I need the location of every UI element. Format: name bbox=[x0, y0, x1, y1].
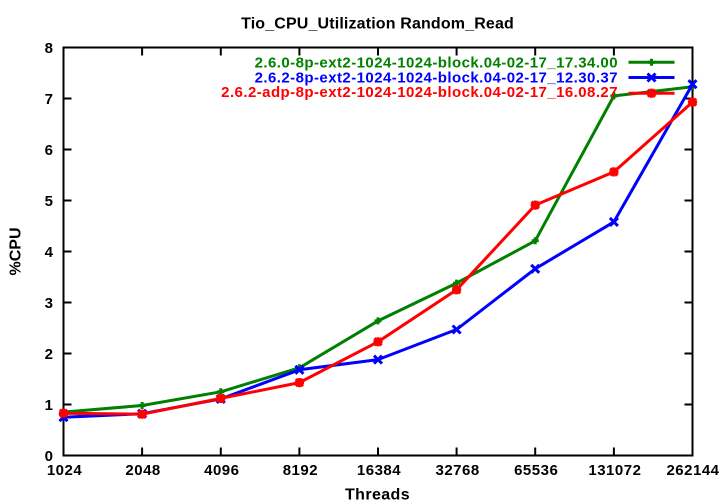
svg-text:0: 0 bbox=[45, 448, 53, 465]
svg-text:2: 2 bbox=[45, 346, 53, 363]
svg-text:8: 8 bbox=[45, 40, 53, 57]
svg-text:5: 5 bbox=[45, 193, 53, 210]
svg-text:2048: 2048 bbox=[125, 462, 160, 479]
svg-text:2.6.2-8p-ext2-1024-1024-block.: 2.6.2-8p-ext2-1024-1024-block.04-02-17_1… bbox=[255, 69, 618, 86]
svg-text:4: 4 bbox=[45, 244, 54, 261]
svg-text:4096: 4096 bbox=[204, 462, 239, 479]
svg-text:7: 7 bbox=[45, 91, 53, 108]
svg-text:131072: 131072 bbox=[588, 462, 641, 479]
svg-text:1024: 1024 bbox=[47, 462, 83, 479]
svg-text:32768: 32768 bbox=[435, 462, 479, 479]
svg-text:8192: 8192 bbox=[283, 462, 318, 479]
svg-text:6: 6 bbox=[45, 142, 53, 159]
svg-text:1: 1 bbox=[45, 397, 53, 414]
svg-text:16384: 16384 bbox=[357, 462, 401, 479]
svg-text:3: 3 bbox=[45, 295, 53, 312]
svg-text:Threads: Threads bbox=[345, 487, 410, 504]
svg-text:Tio_CPU_Utilization Random_Rea: Tio_CPU_Utilization Random_Read bbox=[241, 16, 514, 33]
svg-text:%CPU: %CPU bbox=[8, 227, 25, 275]
svg-text:65536: 65536 bbox=[514, 462, 558, 479]
svg-text:2.6.0-8p-ext2-1024-1024-block.: 2.6.0-8p-ext2-1024-1024-block.04-02-17_1… bbox=[255, 55, 618, 72]
svg-text:262144: 262144 bbox=[666, 462, 719, 479]
svg-text:2.6.2-adp-8p-ext2-1024-1024-bl: 2.6.2-adp-8p-ext2-1024-1024-block.04-02-… bbox=[221, 84, 618, 101]
